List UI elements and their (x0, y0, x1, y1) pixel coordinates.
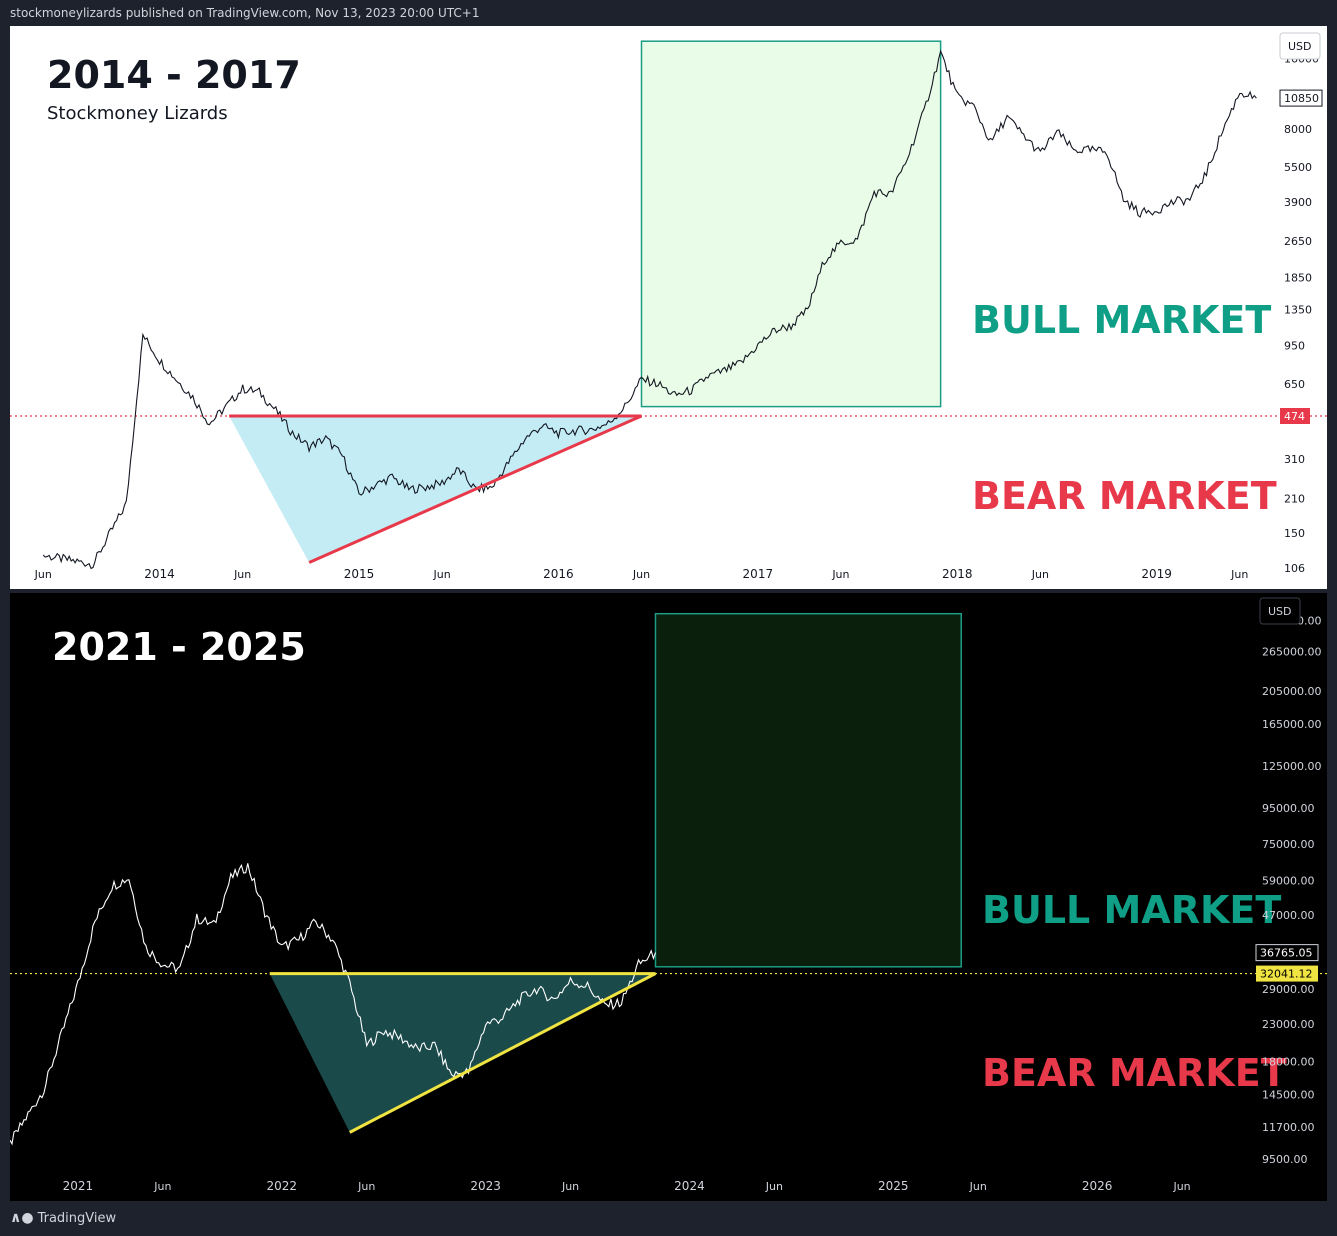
x-tick-label: Jun (969, 1180, 987, 1193)
x-tick-label: 2016 (543, 567, 574, 581)
x-tick-label: Jun (1230, 568, 1248, 581)
x-tick-label: 2022 (267, 1179, 298, 1193)
publish-header: stockmoneylizards published on TradingVi… (10, 6, 480, 20)
x-tick-label: Jun (432, 568, 450, 581)
x-tick-label: Jun (153, 1180, 171, 1193)
chart-title: 2021 - 2025 (52, 625, 306, 669)
level-price-value: 32041.12 (1260, 968, 1313, 981)
level-price-tag (1256, 965, 1318, 982)
price-series-line (10, 863, 657, 1146)
chart-subtitle: Stockmoney Lizards (47, 103, 228, 124)
ascending-triangle-fill (269, 973, 656, 1133)
y-tick-label: 165000.00 (1262, 718, 1322, 731)
x-tick-label: 2014 (144, 567, 175, 581)
y-tick-label: 11700.00 (1262, 1121, 1315, 1134)
bull-projection-box (654, 612, 962, 968)
price-series-line (42, 49, 1257, 570)
bull-market-label: BULL MARKET (972, 298, 1271, 342)
y-tick-label: 650 (1284, 378, 1305, 391)
chart-svg-top: 2014 - 2017 Stockmoney Lizards BULL MARKET… (10, 32, 1327, 581)
y-tick-label: 9500.00 (1262, 1153, 1308, 1166)
y-tick-label: 310 (1284, 453, 1305, 466)
x-tick-label: 2018 (942, 567, 973, 581)
y-tick-label: 950 (1284, 339, 1305, 352)
tradingview-logo-icon: ∧● (10, 1210, 34, 1226)
bull-projection-box (640, 40, 942, 408)
x-tick-label: 2019 (1141, 567, 1172, 581)
y-tick-label: 205000.00 (1262, 685, 1322, 698)
y-tick-label: 29000.00 (1262, 983, 1315, 996)
x-tick-label: Jun (561, 1180, 579, 1193)
currency-button (1279, 32, 1321, 60)
y-tick-label: 14500.00 (1262, 1088, 1315, 1101)
y-tick-label: 47000.00 (1262, 909, 1315, 922)
current-price-value: 10850 (1284, 92, 1319, 105)
x-tick-label: Jun (233, 568, 251, 581)
y-tick-label: 5500 (1284, 161, 1312, 174)
triangle-support-line (349, 972, 657, 1134)
y-tick-label: 3900 (1284, 196, 1312, 209)
currency-button (1259, 597, 1301, 625)
x-tick-label: 2023 (470, 1179, 501, 1193)
x-tick-label: 2025 (878, 1179, 909, 1193)
y-tick-label: 265000.00 (1262, 646, 1322, 659)
x-tick-label: 2015 (344, 567, 375, 581)
chart-panel-2014-2017[interactable]: 2014 - 2017 Stockmoney Lizards BULL MARKET… (10, 26, 1327, 589)
bull-market-label: BULL MARKET (982, 888, 1281, 932)
bear-market-label: BEAR MARKET (982, 1051, 1287, 1095)
x-tick-label: Jun (831, 568, 849, 581)
ascending-triangle-fill (229, 415, 642, 563)
y-tick-label: 23000.00 (1262, 1018, 1315, 1031)
x-tick-label: 2026 (1082, 1179, 1113, 1193)
current-price-value: 36765.05 (1260, 947, 1313, 960)
triangle-support-line (308, 414, 643, 564)
y-tick-label: 125000.00 (1262, 760, 1322, 773)
y-tick-label: 75000.00 (1262, 838, 1315, 851)
y-tick-label: 8000 (1284, 123, 1312, 136)
x-tick-label: Jun (1031, 568, 1049, 581)
x-tick-label: 2017 (743, 567, 774, 581)
level-price-value: 474 (1284, 410, 1305, 423)
x-tick-label: Jun (34, 568, 52, 581)
y-tick-label: 1350 (1284, 304, 1312, 317)
y-tick-label: 18000.00 (1262, 1055, 1315, 1068)
currency-label: USD (1268, 605, 1292, 618)
bear-market-label: BEAR MARKET (972, 474, 1277, 518)
y-tick-label: 2650 (1284, 235, 1312, 248)
footer-text: TradingView (37, 1210, 117, 1226)
x-tick-label: Jun (765, 1180, 783, 1193)
y-tick-label: 210 (1284, 493, 1305, 506)
current-price-tag (1279, 89, 1323, 107)
current-price-tag (1255, 944, 1319, 962)
level-price-tag (1280, 407, 1310, 424)
x-tick-label: 2024 (674, 1179, 705, 1193)
y-tick-label: 150 (1284, 527, 1305, 540)
x-tick-label: Jun (357, 1180, 375, 1193)
footer-brand[interactable]: ∧● TradingView (10, 1210, 116, 1226)
x-tick-label: Jun (1172, 1180, 1190, 1193)
x-tick-label: Jun (632, 568, 650, 581)
y-tick-label: 59000.00 (1262, 875, 1315, 888)
x-tick-label: 2021 (63, 1179, 94, 1193)
y-tick-label: 106 (1284, 562, 1305, 575)
y-tick-label: 95000.00 (1262, 802, 1315, 815)
chart-title: 2014 - 2017 (47, 53, 301, 97)
y-tick-label: 1850 (1284, 272, 1312, 285)
currency-label: USD (1288, 40, 1312, 53)
